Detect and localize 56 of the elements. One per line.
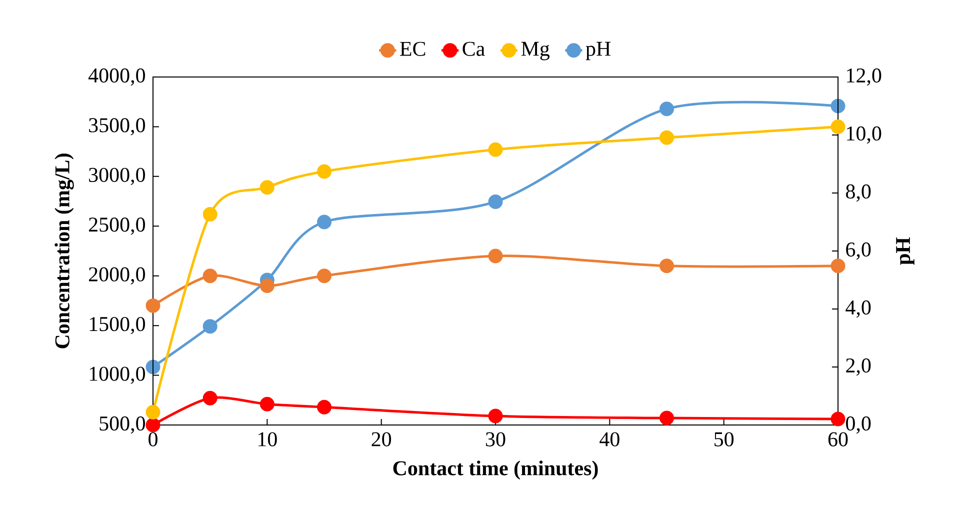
y2-tick-label: 12,0 <box>847 68 882 86</box>
x-tick-label: 30 <box>486 432 506 446</box>
x-tick-label: 0 <box>148 432 158 446</box>
x-tick-label: 40 <box>600 432 620 446</box>
y-tick-label: 1000,0 <box>90 366 146 384</box>
point <box>488 248 503 264</box>
point <box>830 258 846 274</box>
y-axis-title: Concentration (mg/L) <box>54 154 74 348</box>
point <box>830 119 846 134</box>
point <box>260 180 274 195</box>
x-tick-label: 10 <box>258 432 277 446</box>
legend-label: Ca <box>462 42 485 56</box>
point <box>488 194 503 209</box>
point <box>660 102 674 116</box>
point <box>317 268 332 284</box>
x-axis-title: Contact time (minutes) <box>393 460 598 480</box>
point <box>260 396 274 412</box>
point <box>202 268 218 284</box>
point <box>317 164 332 179</box>
y-tick-label: 3500,0 <box>89 118 146 136</box>
point <box>202 206 218 222</box>
point <box>202 390 218 406</box>
y-tick-label: 1500,0 <box>90 316 146 334</box>
point <box>830 412 846 426</box>
x-tick-label: 20 <box>372 432 392 446</box>
y-tick-label: 3000,0 <box>89 168 146 186</box>
point <box>146 298 160 313</box>
y-tick-label: 4000,0 <box>88 68 146 86</box>
legend-label: Mg <box>521 42 550 60</box>
point <box>660 258 674 274</box>
y2-tick-label: 2,0 <box>846 358 871 376</box>
y2-axis-title: pH <box>896 237 914 265</box>
point <box>660 410 674 426</box>
y2-tick-label: 4,0 <box>846 300 871 318</box>
y-tick-label: 2500,0 <box>88 218 146 235</box>
point <box>830 98 846 114</box>
y2-tick-label: 10,0 <box>847 126 882 144</box>
point <box>260 278 274 294</box>
point <box>146 404 160 420</box>
point <box>146 360 160 374</box>
point <box>317 214 332 230</box>
y-tick-label: 500,0 <box>100 416 146 434</box>
point <box>488 408 503 424</box>
legend-label: EC <box>400 42 426 56</box>
point <box>202 319 218 334</box>
y-tick-label: 2000,0 <box>88 267 146 284</box>
x-tick-label: 60 <box>828 432 848 446</box>
point <box>146 418 160 432</box>
y2-tick-label: 6,0 <box>846 242 871 260</box>
point <box>488 142 503 157</box>
y2-tick-label: 8,0 <box>846 184 871 202</box>
point <box>660 130 674 145</box>
point <box>317 400 332 414</box>
y2-tick-label: 0,0 <box>846 416 871 434</box>
x-tick-label: 50 <box>714 432 734 446</box>
legend-label: pH <box>586 42 611 60</box>
